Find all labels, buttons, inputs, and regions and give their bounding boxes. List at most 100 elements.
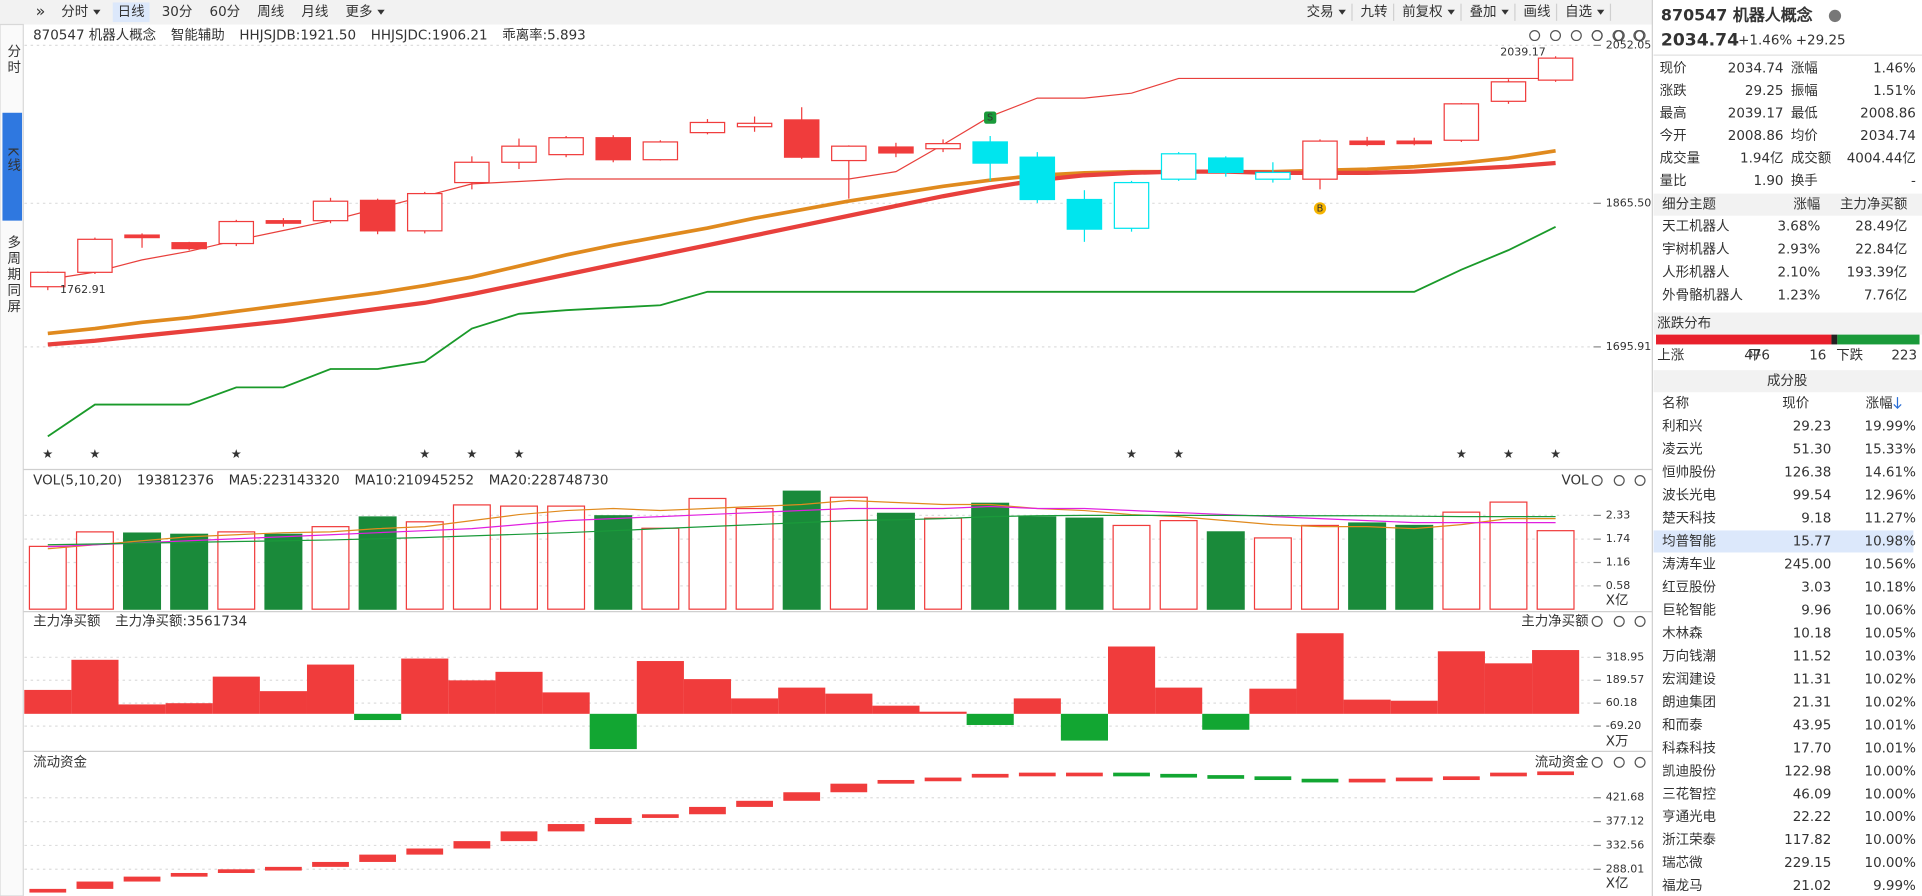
flow-bar xyxy=(1442,776,1480,781)
stock-name[interactable]: 福龙马 xyxy=(1662,878,1702,894)
theme-name: 外骨骼机器人 xyxy=(1662,288,1743,304)
stock-name[interactable]: 涛涛车业 xyxy=(1662,555,1716,572)
toolbar-icon[interactable] xyxy=(1529,30,1541,42)
legend-text: MA20:228748730 xyxy=(489,472,609,488)
pane-icon[interactable] xyxy=(1591,30,1603,42)
toolbar-tab[interactable]: 60分 xyxy=(210,4,241,20)
y-tick-label: 189.57 xyxy=(1606,673,1645,686)
stock-name[interactable]: 红豆股份 xyxy=(1662,579,1716,595)
stock-pct: 10.00% xyxy=(1865,786,1917,802)
stocks-header[interactable]: 涨幅 xyxy=(1866,395,1893,411)
volume-bar xyxy=(876,512,915,610)
toolbar-icon[interactable] xyxy=(1549,30,1562,42)
toolbar-tab[interactable]: 周线 xyxy=(257,4,284,20)
toolbar-tab[interactable]: 月线 xyxy=(301,4,328,20)
stock-name[interactable]: 万向钱潮 xyxy=(1662,648,1716,664)
stock-name[interactable]: 科森科技 xyxy=(1662,740,1716,756)
stock-name[interactable]: 利和兴 xyxy=(1662,419,1702,435)
pane-icon[interactable] xyxy=(1591,474,1603,486)
toolbar-tab[interactable]: 更多 xyxy=(345,3,372,20)
stock-pct: 10.00% xyxy=(1865,809,1917,825)
stock-name[interactable]: 均普智能 xyxy=(1662,533,1716,549)
flow-bar xyxy=(123,876,161,882)
flow-bar xyxy=(359,854,397,862)
stock-name[interactable]: 波长光电 xyxy=(1662,487,1716,503)
legend-text: 流动资金 xyxy=(33,754,87,770)
pane-icon[interactable] xyxy=(1634,756,1646,768)
toolbar-icon[interactable] xyxy=(1570,30,1582,42)
stock-price: 126.38 xyxy=(1784,465,1831,481)
pane-icon[interactable] xyxy=(1634,615,1646,627)
toolbar-button[interactable]: 画线 xyxy=(1523,4,1550,20)
stock-name[interactable]: 木林森 xyxy=(1662,625,1703,641)
stock-name[interactable]: 三花智控 xyxy=(1662,786,1716,802)
netbuy-bar xyxy=(1296,633,1344,714)
quote-label: 成交量 xyxy=(1660,149,1700,166)
pane-icon[interactable] xyxy=(1613,474,1625,486)
dropdown-arrow xyxy=(1596,9,1605,15)
pane-icon[interactable] xyxy=(1613,756,1625,768)
sidebar-tab[interactable]: K线 xyxy=(4,147,21,174)
flow-bar xyxy=(877,779,915,784)
flow-bar xyxy=(1066,772,1103,777)
sidebar-tab[interactable]: 分时 xyxy=(4,44,21,76)
stock-name[interactable]: 亨通光电 xyxy=(1662,808,1716,825)
stock-name[interactable]: 瑞芯微 xyxy=(1662,855,1703,871)
toolbar-button[interactable]: 叠加 xyxy=(1470,4,1497,20)
toolbar-button[interactable]: 交易 xyxy=(1307,3,1334,20)
theme-name: 天工机器人 xyxy=(1662,219,1729,235)
toolbar-button[interactable]: 九转 xyxy=(1361,4,1388,20)
stock-name[interactable]: 凯迪股份 xyxy=(1662,763,1716,779)
volume-bar xyxy=(1159,520,1198,610)
legend-text: HHJSJDC:1906.21 xyxy=(371,28,488,44)
toolbar-button[interactable]: 自选 xyxy=(1565,4,1592,20)
stock-chg: +29.25 xyxy=(1796,32,1846,48)
theme-net: 22.84亿 xyxy=(1855,242,1907,258)
stock-name[interactable]: 和而泰 xyxy=(1662,717,1703,733)
candle-body xyxy=(501,145,537,163)
quote-label: 涨跌 xyxy=(1660,83,1687,99)
flow-bar xyxy=(406,848,444,855)
sidebar-tab[interactable]: 多周期同屏 xyxy=(4,234,21,315)
pane-icon[interactable] xyxy=(1634,474,1646,486)
stock-pct: 9.99% xyxy=(1873,878,1916,894)
theme-name: 人形机器人 xyxy=(1662,265,1729,281)
stock-price: 46.09 xyxy=(1793,786,1832,802)
flow-bar xyxy=(1348,778,1386,783)
quote-value: 2008.86 xyxy=(1860,106,1916,122)
toolbar-tab[interactable]: 30分 xyxy=(162,4,193,20)
flow-bar xyxy=(971,773,1009,778)
stock-name[interactable]: 宏润建设 xyxy=(1662,671,1716,687)
info-icon[interactable] xyxy=(1828,9,1842,23)
pane-icon[interactable] xyxy=(1634,30,1646,42)
stocks-title: 成分股 xyxy=(1767,373,1807,389)
stock-price: 17.70 xyxy=(1793,740,1832,756)
volume-bar xyxy=(217,531,256,610)
pane-icon[interactable] xyxy=(1591,615,1603,627)
flow-bar xyxy=(453,841,491,849)
volume-bar xyxy=(405,521,444,610)
pane-icon[interactable] xyxy=(1591,756,1603,768)
pane-icon[interactable] xyxy=(1613,615,1625,627)
stock-name[interactable]: 巨轮智能 xyxy=(1662,602,1716,618)
volume-bar xyxy=(358,516,397,610)
candle-body xyxy=(1019,156,1056,201)
stock-name[interactable]: 浙江荣泰 xyxy=(1662,832,1716,848)
netbuy-bar xyxy=(1107,646,1156,714)
stock-name[interactable]: 楚天科技 xyxy=(1662,510,1716,526)
candle-body xyxy=(124,234,160,239)
expand-icon[interactable]: » xyxy=(36,2,46,21)
toolbar-button[interactable]: 前复权 xyxy=(1402,3,1443,20)
stock-name[interactable]: 朗迪集团 xyxy=(1662,694,1716,710)
pane-icon[interactable] xyxy=(1613,30,1625,42)
toolbar-tab[interactable]: 分时 xyxy=(61,4,88,20)
candle-body xyxy=(30,271,66,288)
y-tick-label: 2.33 xyxy=(1606,508,1631,521)
toolbar-tab[interactable]: 日线 xyxy=(118,4,145,20)
stock-name[interactable]: 凌云光 xyxy=(1662,442,1702,458)
stock-name[interactable]: 恒帅股份 xyxy=(1662,465,1716,481)
flow-bar xyxy=(29,888,67,893)
flow-bar xyxy=(1018,772,1056,777)
volume-bar xyxy=(1395,524,1434,610)
